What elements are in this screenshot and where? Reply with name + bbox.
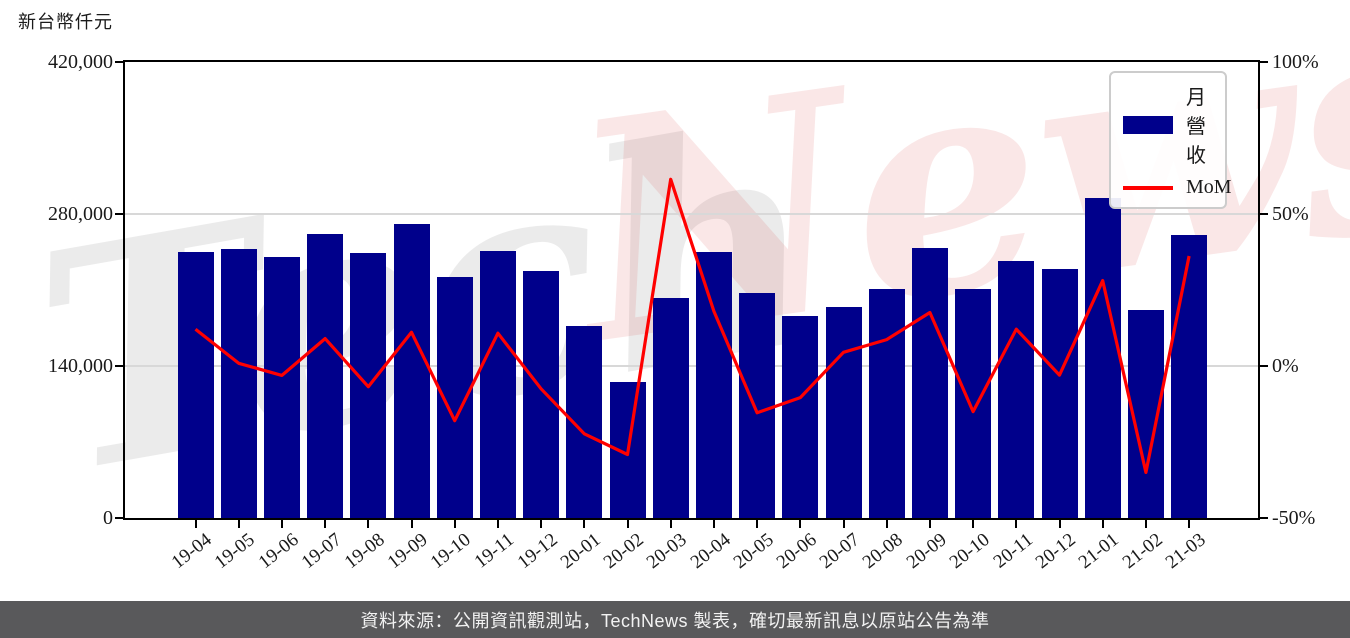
x-tick-19-12 — [540, 520, 543, 528]
x-label-20-03: 20-03 — [643, 529, 692, 574]
y-left-label-280000: 280,000 — [48, 203, 113, 225]
x-tick-20-01 — [583, 520, 586, 528]
legend: 月營收 MoM — [1109, 71, 1232, 209]
x-label-19-04: 19-04 — [167, 529, 216, 574]
revenue-bar-21-01 — [1084, 198, 1121, 518]
x-label-19-07: 19-07 — [297, 529, 346, 574]
revenue-bar-20-12 — [1041, 268, 1078, 518]
revenue-bar-19-05 — [220, 249, 257, 518]
x-tick-21-03 — [1188, 520, 1191, 528]
x-tick-19-05 — [237, 520, 240, 528]
x-tick-20-08 — [885, 520, 888, 528]
y-left-tick-280000 — [115, 213, 123, 215]
x-label-20-08: 20-08 — [859, 529, 908, 574]
x-label-20-01: 20-01 — [556, 529, 605, 574]
x-tick-20-10 — [972, 520, 975, 528]
x-label-19-12: 19-12 — [513, 529, 562, 574]
x-label-20-07: 20-07 — [815, 529, 864, 574]
x-label-19-05: 19-05 — [211, 529, 260, 574]
legend-item-mom: MoM — [1123, 176, 1232, 199]
revenue-bar-20-06 — [782, 315, 819, 518]
x-tick-20-06 — [799, 520, 802, 528]
x-label-20-09: 20-09 — [902, 529, 951, 574]
y-right-tick-0 — [1260, 365, 1268, 367]
x-tick-19-09 — [410, 520, 413, 528]
revenue-bar-20-11 — [998, 260, 1035, 518]
x-tick-20-03 — [669, 520, 672, 528]
revenue-bar-19-09 — [393, 224, 430, 518]
x-tick-19-10 — [453, 520, 456, 528]
revenue-bar-20-03 — [652, 298, 689, 518]
x-tick-20-05 — [756, 520, 759, 528]
revenue-bar-20-08 — [868, 288, 905, 518]
y-right-tick--50 — [1260, 517, 1268, 519]
x-label-21-03: 21-03 — [1161, 529, 1210, 574]
revenue-bar-20-07 — [825, 306, 862, 518]
x-label-19-06: 19-06 — [254, 529, 303, 574]
x-tick-19-06 — [280, 520, 283, 528]
mom-legend-label: MoM — [1186, 176, 1232, 198]
x-tick-20-07 — [842, 520, 845, 528]
revenue-bar-19-06 — [263, 257, 300, 518]
axis-unit-label: 新台幣仟元 — [18, 12, 113, 32]
y-left-label-0: 0 — [103, 507, 113, 529]
x-tick-20-11 — [1015, 520, 1018, 528]
x-label-20-05: 20-05 — [729, 529, 778, 574]
revenue-swatch-icon — [1123, 115, 1173, 134]
y-right-label-50: 50% — [1272, 203, 1309, 225]
x-label-19-11: 19-11 — [470, 529, 519, 573]
x-label-20-12: 20-12 — [1031, 529, 1080, 574]
x-tick-20-09 — [928, 520, 931, 528]
y-left-tick-140000 — [115, 365, 123, 367]
mom-polyline — [194, 177, 1191, 474]
x-tick-21-02 — [1144, 520, 1147, 528]
x-tick-19-04 — [194, 520, 197, 528]
x-label-19-10: 19-10 — [427, 529, 476, 574]
revenue-bar-20-05 — [739, 292, 776, 518]
revenue-bar-19-11 — [479, 250, 516, 518]
y-left-label-420000: 420,000 — [48, 51, 113, 73]
y-left-label-140000: 140,000 — [48, 355, 113, 377]
y-right-label-0: 0% — [1272, 355, 1299, 377]
y-left-tick-0 — [115, 517, 123, 519]
mom-line — [194, 177, 1191, 474]
y-right-tick-100 — [1260, 61, 1268, 63]
revenue-bar-20-04 — [695, 251, 732, 518]
revenue-bar-21-03 — [1171, 235, 1208, 518]
x-label-20-04: 20-04 — [686, 529, 735, 574]
x-label-20-10: 20-10 — [945, 529, 994, 574]
source-footer: 資料來源：公開資訊觀測站，TechNews 製表，確切最新訊息以原站公告為準 — [0, 601, 1350, 638]
mom-swatch-icon — [1123, 185, 1173, 190]
y-left-tick-420000 — [115, 61, 123, 63]
x-label-21-02: 21-02 — [1118, 529, 1167, 574]
plot-area: 月營收 MoM — [123, 60, 1260, 520]
x-tick-19-11 — [496, 520, 499, 528]
revenue-legend-label: 月營收 — [1186, 87, 1206, 167]
x-tick-19-07 — [324, 520, 327, 528]
revenue-bar-20-09 — [911, 248, 948, 518]
x-tick-19-08 — [367, 520, 370, 528]
x-label-20-02: 20-02 — [599, 529, 648, 574]
x-tick-20-02 — [626, 520, 629, 528]
x-label-21-01: 21-01 — [1075, 529, 1124, 574]
y-right-label--50: -50% — [1272, 507, 1316, 529]
gridline-280000 — [125, 213, 1258, 215]
x-label-19-09: 19-09 — [383, 529, 432, 574]
x-tick-20-04 — [712, 520, 715, 528]
x-tick-21-01 — [1101, 520, 1104, 528]
gridline-140000 — [125, 365, 1258, 367]
revenue-bar-19-07 — [307, 234, 344, 518]
revenue-bar-19-04 — [177, 251, 214, 518]
x-tick-20-12 — [1058, 520, 1061, 528]
x-label-20-11: 20-11 — [989, 529, 1037, 573]
x-label-19-08: 19-08 — [340, 529, 389, 574]
y-right-tick-50 — [1260, 213, 1268, 215]
legend-item-revenue: 月營收 — [1123, 81, 1213, 168]
y-right-label-100: 100% — [1272, 51, 1319, 73]
revenue-bar-19-12 — [523, 270, 560, 518]
revenue-bar-20-10 — [955, 288, 992, 518]
source-text: 資料來源：公開資訊觀測站，TechNews 製表，確切最新訊息以原站公告為準 — [360, 610, 990, 631]
x-label-20-06: 20-06 — [772, 529, 821, 574]
